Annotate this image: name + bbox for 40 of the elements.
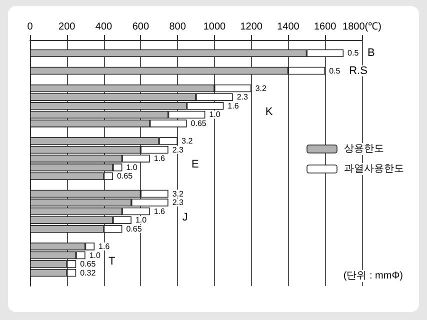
y-tick-label: 0.65 (126, 224, 142, 234)
legend-label: 과열사용한도 (344, 164, 404, 174)
annotation: T (108, 255, 116, 268)
y-tick-label: 0.65 (117, 172, 134, 181)
text: B (368, 47, 375, 60)
y-tick-label: 1.6 (98, 242, 110, 251)
x-tick-label: 1800(℃) (342, 22, 382, 32)
annotation: (단위 : mmΦ) (343, 270, 404, 282)
x-tick-label: 200 (58, 22, 76, 32)
y-tick-label: 3.2 (255, 84, 268, 93)
y-tick-label: 0.65 (80, 260, 96, 269)
x-tick-label: 1000 (203, 22, 226, 32)
annotation: E (192, 158, 199, 171)
x-tick-label: 1600 (314, 22, 337, 32)
x-tick-label: 1200 (240, 22, 263, 32)
y-tick-label: 2.3 (172, 198, 184, 208)
legend-label: 상용한도 (344, 144, 384, 154)
y-tick-label: 1.0 (126, 162, 138, 172)
y-tick-label: 3.2 (172, 189, 184, 198)
y-tick-label: 3.2 (182, 136, 194, 146)
y-tick-label: 1.6 (228, 101, 240, 110)
y-tick-label: 1.6 (154, 154, 166, 164)
y-tick-label: 0.32 (80, 268, 96, 278)
y-tick-label: 1.0 (89, 250, 102, 260)
y-tick-label: 0.5 (348, 48, 360, 58)
y-tick-label: 0.5 (329, 66, 341, 76)
x-tick-label: 800 (169, 22, 186, 32)
y-tick-label: 1.6 (154, 206, 166, 216)
y-tick-label: 1.0 (135, 216, 148, 225)
y-tick-label: 2.3 (172, 145, 184, 154)
y-tick-label: 0.65 (190, 118, 207, 128)
y-tick-label: 1.0 (209, 110, 221, 120)
annotation: K (265, 106, 274, 118)
y-tick-label: 2.3 (236, 92, 249, 102)
x-tick-label: 1400 (277, 22, 300, 32)
x-tick-label: 400 (95, 22, 113, 32)
x-tick-label: 0 (27, 22, 34, 32)
x-tick-label: 600 (132, 22, 150, 32)
annotation: R.S (349, 64, 368, 77)
annotation: J (182, 211, 188, 224)
